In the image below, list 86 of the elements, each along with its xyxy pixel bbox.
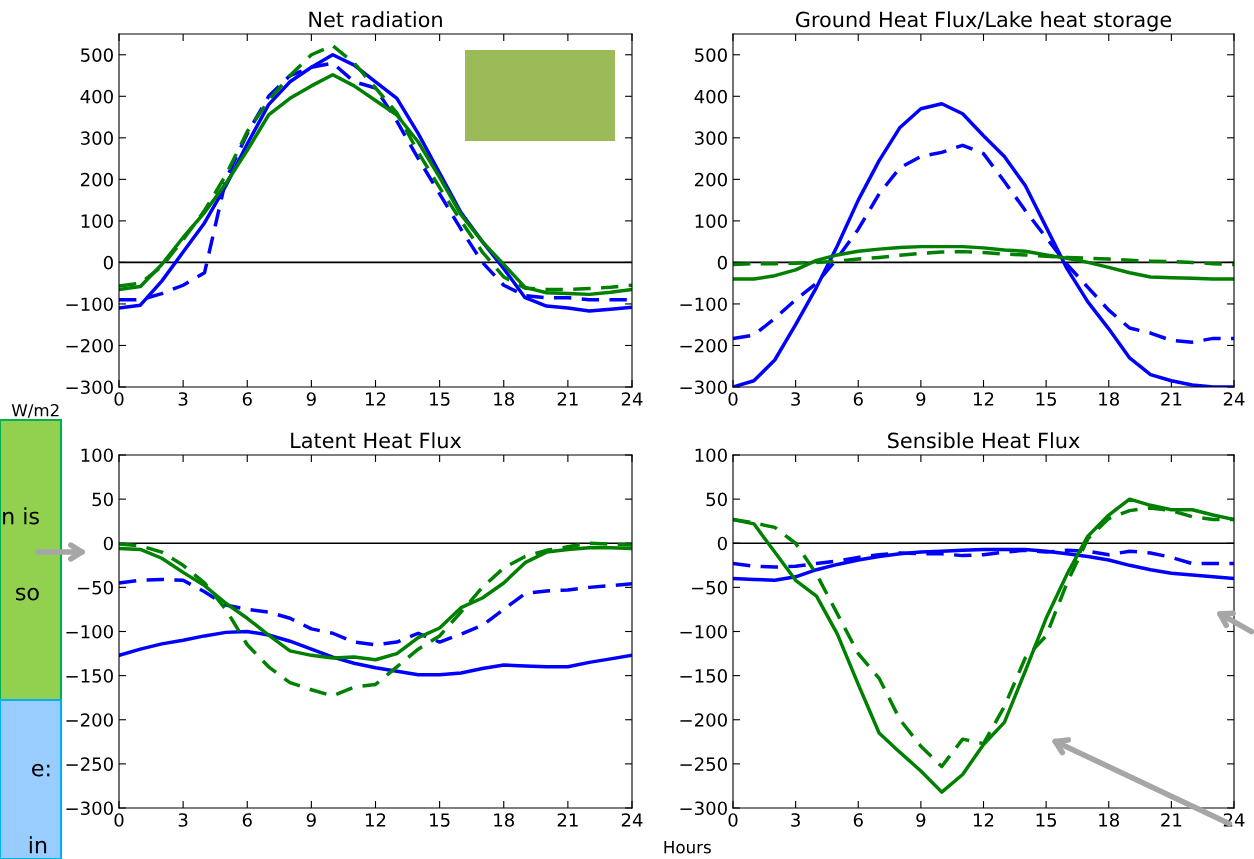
y-tick-label: −250 xyxy=(680,757,727,771)
y-tick-label: 200 xyxy=(695,172,727,187)
x-tick-label: 21 xyxy=(1161,392,1182,406)
x-tick-label: 9 xyxy=(306,392,316,406)
x-tick-label: 12 xyxy=(974,392,994,406)
y-tick-label: 400 xyxy=(80,89,113,104)
y-tick-label: −250 xyxy=(66,757,113,771)
x-tick-label: 0 xyxy=(114,392,124,406)
x-tick-label: 21 xyxy=(1161,813,1182,827)
y-tick-label: −150 xyxy=(66,669,113,683)
x-tick-label: 3 xyxy=(791,392,800,406)
y-tick-label: −200 xyxy=(680,338,727,353)
y-tick-label: 500 xyxy=(695,48,727,62)
y-tick-label: 200 xyxy=(81,172,113,187)
x-tick-label: 24 xyxy=(1223,392,1245,406)
x-tick-label: 0 xyxy=(114,813,124,827)
y-tick-label: −200 xyxy=(680,713,727,727)
y-tick-label: −200 xyxy=(66,338,113,353)
x-tick-label: 21 xyxy=(557,813,578,827)
line-series xyxy=(733,244,1234,281)
chart-title: Ground Heat Flux/Lake heat storage xyxy=(795,11,1172,32)
x-tick-label: 12 xyxy=(974,813,994,827)
text: so xyxy=(16,587,39,601)
line-series xyxy=(119,541,632,698)
line-series xyxy=(119,577,632,647)
y-tick-label: 50 xyxy=(706,492,727,507)
y-tick-label: −50 xyxy=(691,580,727,595)
y-tick-label: 100 xyxy=(695,214,727,228)
line-series xyxy=(119,629,632,677)
y-tick-label: −200 xyxy=(66,713,113,727)
y-tick-label: −100 xyxy=(66,624,113,639)
x-tick-label: 9 xyxy=(916,813,926,827)
y-tick-label: 0 xyxy=(103,536,113,551)
y-tick-label: −100 xyxy=(680,624,727,639)
chart-title: Net radiation xyxy=(309,11,442,28)
x-tick-label: 6 xyxy=(242,392,252,406)
text: n is xyxy=(3,507,39,525)
x-tick-label: 9 xyxy=(306,813,316,827)
y-tick-label: 100 xyxy=(81,214,113,228)
x-axis-title: Hours xyxy=(664,841,711,854)
x-tick-label: 15 xyxy=(430,392,450,406)
y-tick-label: −300 xyxy=(66,801,113,816)
x-tick-label: 15 xyxy=(1036,813,1057,827)
y-tick-label: −100 xyxy=(66,297,113,312)
y-axis-title: W/m2 xyxy=(11,403,59,418)
x-tick-label: 12 xyxy=(366,392,386,406)
text: in xyxy=(29,836,47,854)
y-tick-label: −300 xyxy=(66,380,113,395)
text: e: xyxy=(32,763,50,777)
y-tick-label: −100 xyxy=(680,297,727,312)
x-tick-label: 12 xyxy=(366,813,386,827)
y-tick-label: −300 xyxy=(680,801,727,816)
x-tick-label: 21 xyxy=(557,392,578,406)
x-tick-label: 18 xyxy=(494,813,514,827)
x-tick-label: 6 xyxy=(853,392,863,406)
y-tick-label: 50 xyxy=(92,492,113,507)
x-tick-label: 18 xyxy=(494,392,514,406)
x-tick-label: 6 xyxy=(242,813,252,827)
y-tick-label: −150 xyxy=(680,669,727,683)
x-tick-label: 3 xyxy=(791,813,800,827)
y-tick-label: 300 xyxy=(81,131,113,145)
y-tick-label: −50 xyxy=(77,580,113,595)
x-tick-label: 3 xyxy=(178,392,188,406)
y-tick-label: 0 xyxy=(103,255,113,270)
x-tick-label: 9 xyxy=(916,392,926,406)
x-tick-label: 0 xyxy=(728,392,738,406)
y-tick-label: 0 xyxy=(717,255,727,270)
y-tick-label: −300 xyxy=(680,380,727,395)
y-tick-label: 100 xyxy=(695,448,727,463)
line-series xyxy=(733,547,1234,583)
x-tick-label: 6 xyxy=(853,813,863,827)
chart-title: Latent Heat Flux xyxy=(291,432,462,449)
y-tick-label: 400 xyxy=(694,89,727,104)
x-tick-label: 24 xyxy=(621,392,643,406)
y-tick-label: 300 xyxy=(695,131,727,145)
x-tick-label: 15 xyxy=(430,813,450,827)
x-tick-label: 18 xyxy=(1099,813,1119,827)
x-tick-label: 0 xyxy=(728,813,738,827)
x-tick-label: 15 xyxy=(1036,392,1057,406)
x-tick-label: 18 xyxy=(1099,392,1119,406)
x-tick-label: 3 xyxy=(178,813,188,827)
y-tick-label: 0 xyxy=(717,536,727,551)
y-tick-label: 500 xyxy=(81,48,113,62)
y-tick-label: 100 xyxy=(81,448,113,463)
x-tick-label: 24 xyxy=(621,813,643,827)
chart-title: Sensible Heat Flux xyxy=(888,432,1080,449)
